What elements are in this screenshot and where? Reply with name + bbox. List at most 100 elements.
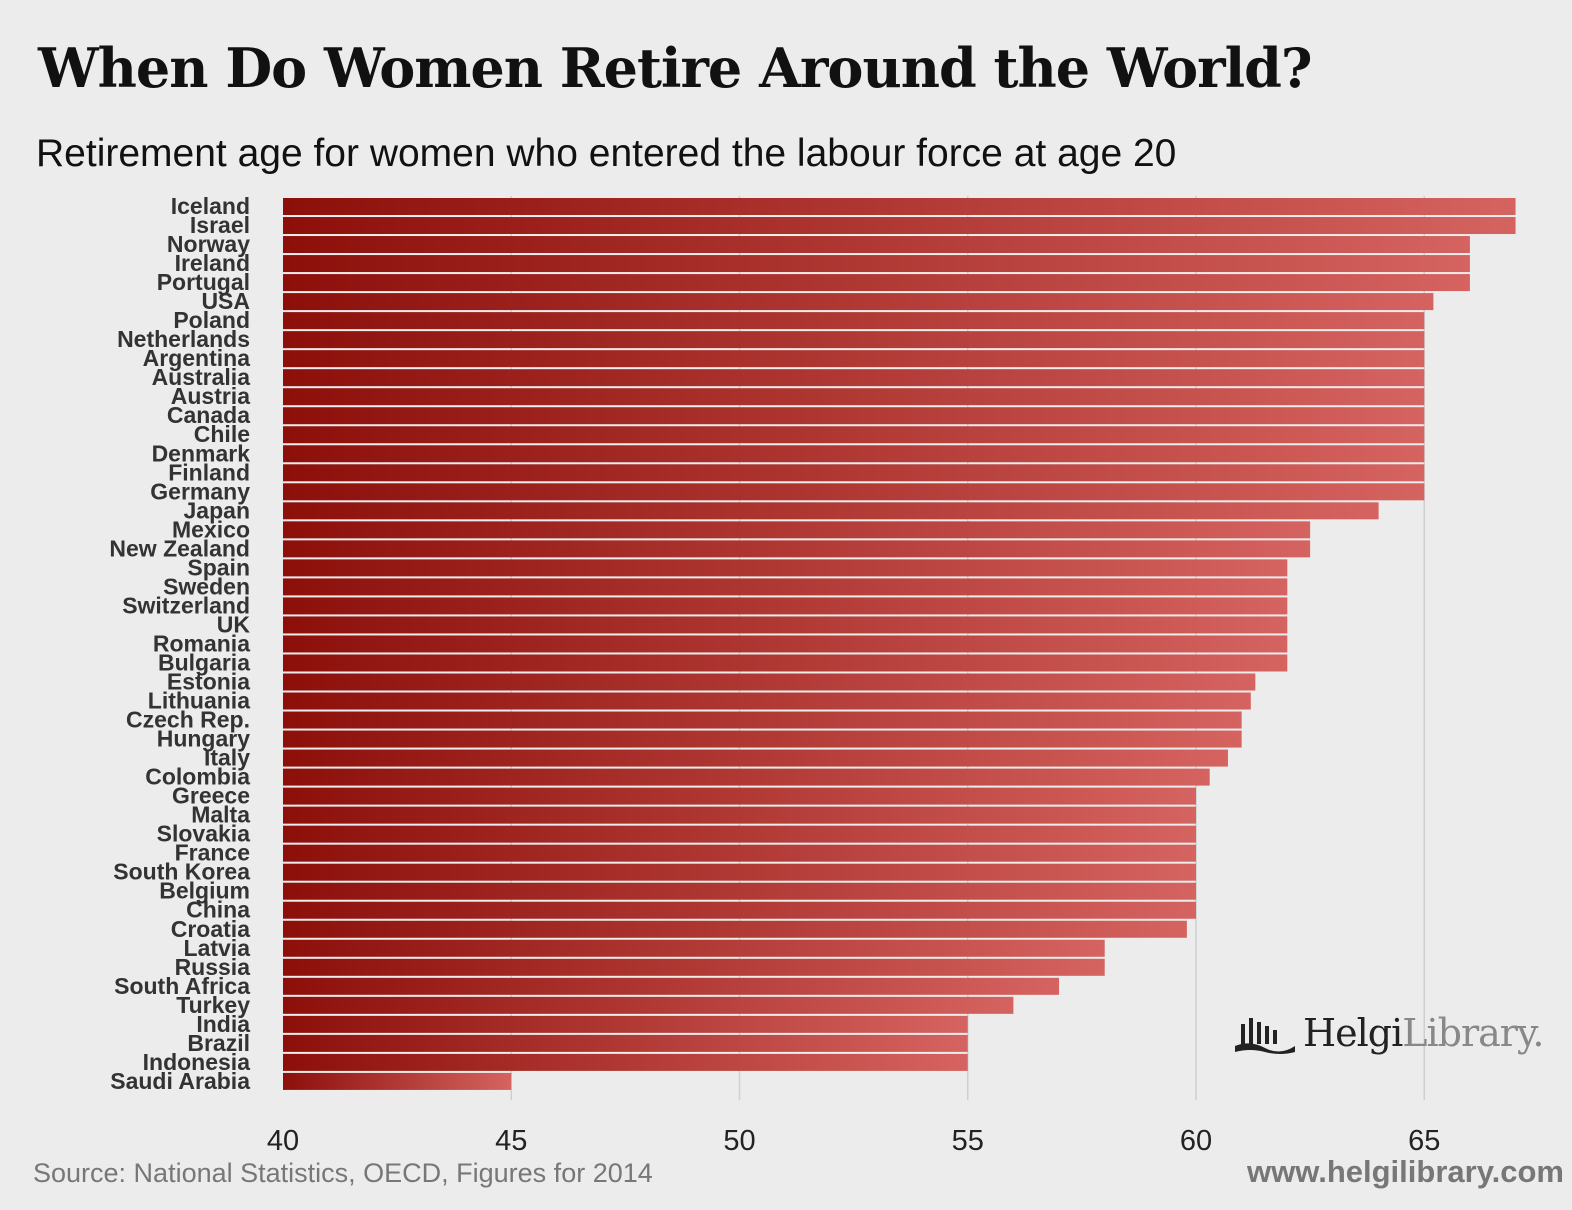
bar xyxy=(283,654,1288,672)
logo-text-helgi: Helgi xyxy=(1303,1011,1403,1055)
website-link[interactable]: www.helgilibrary.com xyxy=(1247,1154,1564,1189)
category-label: Iceland xyxy=(171,193,250,219)
x-tick-label: 65 xyxy=(1408,1125,1440,1157)
bar xyxy=(283,749,1228,767)
category-label: Greece xyxy=(172,783,250,809)
category-label: Poland xyxy=(173,307,250,333)
bar xyxy=(283,901,1196,919)
bar xyxy=(283,787,1196,805)
bar xyxy=(283,540,1311,558)
bar xyxy=(283,597,1288,615)
category-label: Romania xyxy=(153,630,250,656)
category-label: Brazil xyxy=(187,1030,250,1056)
category-label: Sweden xyxy=(163,573,250,599)
category-label: Netherlands xyxy=(117,326,250,352)
bar xyxy=(283,711,1242,729)
category-label: Colombia xyxy=(145,764,250,790)
bar xyxy=(283,635,1288,653)
bar xyxy=(283,274,1470,292)
bar xyxy=(283,559,1288,577)
bar xyxy=(283,426,1425,444)
logo-icon xyxy=(1235,1018,1295,1054)
bar xyxy=(283,578,1288,596)
bar xyxy=(283,464,1425,482)
bar xyxy=(283,236,1470,254)
category-label: Israel xyxy=(190,212,250,238)
category-label: Finland xyxy=(168,459,250,485)
bar xyxy=(283,350,1425,368)
category-label: South Africa xyxy=(114,973,250,999)
bar xyxy=(283,331,1425,349)
category-label: China xyxy=(186,897,250,923)
bar xyxy=(283,407,1425,425)
bar xyxy=(283,958,1105,976)
bar xyxy=(283,977,1060,995)
bar xyxy=(283,882,1196,900)
category-label: Turkey xyxy=(176,992,250,1018)
category-label: Denmark xyxy=(152,440,251,466)
category-label: New Zealand xyxy=(109,535,250,561)
category-label: Germany xyxy=(150,478,250,504)
bar xyxy=(283,1034,968,1052)
category-label: Canada xyxy=(167,402,250,428)
category-label: Belgium xyxy=(159,878,250,904)
category-label: Switzerland xyxy=(122,592,250,618)
category-label: Japan xyxy=(184,497,250,523)
category-label: India xyxy=(196,1011,250,1037)
bar xyxy=(283,217,1516,235)
x-tick-label: 50 xyxy=(723,1125,755,1157)
category-label: Indonesia xyxy=(143,1049,251,1075)
bar xyxy=(283,483,1425,501)
category-label: Latvia xyxy=(184,935,251,961)
bar xyxy=(283,312,1425,330)
category-label: Ireland xyxy=(175,250,250,276)
category-label: Mexico xyxy=(172,516,250,542)
category-label: Spain xyxy=(187,554,250,580)
category-label: Chile xyxy=(194,421,250,447)
x-tick-label: 60 xyxy=(1180,1125,1212,1157)
category-label: South Korea xyxy=(113,859,250,885)
x-tick-label: 45 xyxy=(495,1125,527,1157)
category-label: Norway xyxy=(167,231,250,257)
bar xyxy=(283,388,1425,406)
category-label: UK xyxy=(217,611,251,637)
category-label: Austria xyxy=(171,383,250,409)
category-label: Hungary xyxy=(157,726,251,752)
bar xyxy=(283,445,1425,463)
bar xyxy=(283,825,1196,843)
bar xyxy=(283,673,1256,691)
source-note: Source: National Statistics, OECD, Figur… xyxy=(33,1158,653,1188)
category-label: Malta xyxy=(191,802,250,828)
category-label: Estonia xyxy=(167,669,250,695)
chart-subtitle: Retirement age for women who entered the… xyxy=(36,132,1177,175)
bar xyxy=(283,863,1196,881)
bar xyxy=(283,521,1311,539)
category-label: Slovakia xyxy=(157,821,251,847)
bar xyxy=(283,844,1196,862)
helgi-library-logo: HelgiLibrary. xyxy=(1235,1010,1544,1056)
category-label: Lithuania xyxy=(148,688,250,714)
bar xyxy=(283,502,1379,520)
bar xyxy=(283,730,1242,748)
category-label: Portugal xyxy=(157,269,250,295)
category-label: Czech Rep. xyxy=(126,707,250,733)
category-label: Argentina xyxy=(143,345,251,371)
category-label: Italy xyxy=(204,745,250,771)
logo-text-library: Library. xyxy=(1402,1011,1544,1055)
bar xyxy=(283,1053,968,1071)
bar xyxy=(283,1072,512,1090)
category-label: Saudi Arabia xyxy=(110,1068,250,1094)
category-label: Russia xyxy=(175,954,251,980)
bar xyxy=(283,616,1288,634)
category-label: Croatia xyxy=(171,916,250,942)
bar xyxy=(283,369,1425,387)
bar xyxy=(283,939,1105,957)
bar xyxy=(283,996,1014,1014)
category-label: USA xyxy=(201,288,250,314)
bar xyxy=(283,1015,968,1033)
bar xyxy=(283,920,1187,938)
bar xyxy=(283,255,1470,273)
x-tick-label: 55 xyxy=(952,1125,984,1157)
category-label: Australia xyxy=(152,364,251,390)
